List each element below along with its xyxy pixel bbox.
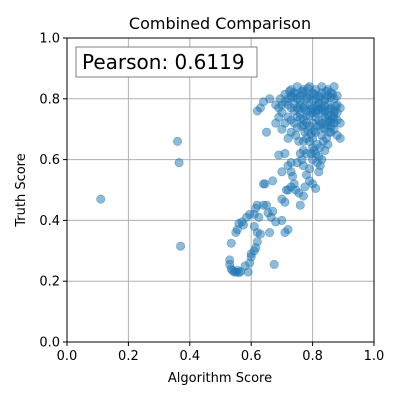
x-tick-label: 0.8 [302, 349, 323, 364]
scatter-point [260, 179, 270, 189]
y-axis-label: Truth Score [14, 153, 29, 228]
scatter-point [262, 127, 272, 137]
plot-frame [66, 37, 375, 343]
scatter-point [295, 200, 305, 210]
scatter-point [298, 191, 308, 201]
y-tick-label: 0.0 [39, 336, 60, 351]
scatter-point [297, 121, 307, 131]
scatter-point [174, 158, 184, 168]
scatter-point [254, 212, 264, 222]
scatter-point [329, 118, 339, 128]
scatter-point [176, 241, 186, 251]
scatter-point [265, 94, 275, 104]
axis-ticks: 0.0 0.2 0.4 0.6 0.8 1.0 0.0 0.2 0.4 0.6 0.8 1.0 [39, 32, 384, 365]
annotation-box-frame [75, 46, 258, 78]
scatter-point [251, 243, 261, 253]
grid-lines [66, 37, 375, 343]
x-tick-label: 0.0 [57, 349, 78, 364]
y-tick-label: 0.2 [39, 275, 60, 290]
scatter-point [328, 89, 338, 99]
scatter-point [315, 92, 325, 102]
scatter-point [239, 220, 249, 230]
y-tick-label: 1.0 [39, 32, 60, 47]
scatter-point [331, 101, 341, 111]
scatter-point [265, 228, 275, 238]
scatter-point [311, 183, 321, 193]
scatter-point [312, 101, 322, 111]
scatter-point [255, 229, 265, 239]
x-axis-label: Algorithm Score [168, 371, 272, 386]
scatter-point [246, 252, 256, 262]
scatter-point [315, 161, 325, 171]
pearson-annotation: Pearson: 0.6119 [82, 50, 245, 74]
scatter-point [173, 136, 183, 146]
data-points [96, 82, 345, 278]
scatter-point [274, 150, 284, 160]
scatter-point [300, 182, 310, 192]
y-tick-label: 0.4 [39, 214, 60, 229]
annotation-box: Pearson: 0.6119 [75, 46, 258, 78]
scatter-point [277, 107, 287, 117]
y-tick-label: 0.6 [39, 153, 60, 168]
scatter-point [280, 197, 290, 207]
scatter-point [268, 206, 278, 216]
x-tick-label: 1.0 [364, 349, 385, 364]
scatter-point [269, 259, 279, 269]
scatter-point [243, 267, 253, 277]
scatter-point [277, 167, 287, 177]
scatter-point [335, 133, 345, 143]
scatter-point [309, 145, 319, 155]
scatter-point [283, 225, 293, 235]
scatter-point [226, 238, 236, 248]
x-tick-label: 0.4 [179, 349, 200, 364]
scatter-point [277, 215, 287, 225]
scatter-point [268, 176, 278, 186]
x-tick-label: 0.2 [118, 349, 139, 364]
y-tick-label: 0.8 [39, 92, 60, 107]
chart-title: Combined Comparison [129, 14, 311, 33]
scatter-point [305, 164, 315, 174]
x-tick-label: 0.6 [241, 349, 262, 364]
scatter-point [303, 83, 313, 93]
scatter-point [96, 194, 106, 204]
scatter-point [329, 82, 339, 92]
